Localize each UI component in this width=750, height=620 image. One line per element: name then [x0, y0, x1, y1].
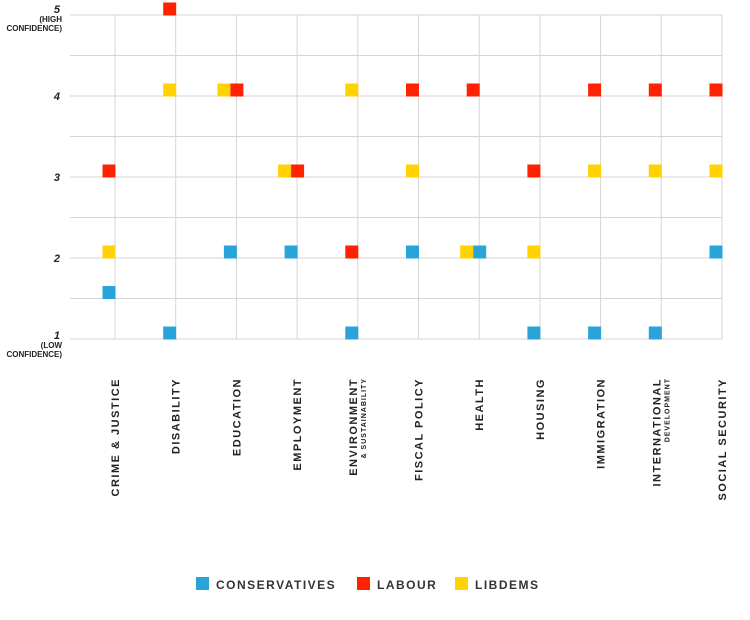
y-tick-label: 3	[54, 172, 60, 184]
category-label-employment: EMPLOYMENT	[292, 378, 304, 471]
point-labour-international	[648, 83, 662, 97]
legend-label-labour: LABOUR	[377, 578, 437, 592]
y-tick-label: 2	[53, 253, 60, 265]
legend-label-libdems: LIBDEMS	[475, 578, 540, 592]
legend-label-conservatives: CONSERVATIVES	[216, 578, 336, 592]
point-labour-crime-and-justice	[102, 164, 116, 178]
point-conservatives-education	[223, 245, 237, 259]
point-conservatives-immigration	[588, 326, 602, 340]
point-conservatives-international	[648, 326, 662, 340]
point-labour-housing	[527, 164, 541, 178]
point-conservatives-housing	[527, 326, 541, 340]
category-sublabel-environment: & SUSTAINABILITY	[361, 378, 368, 458]
y-tick-label: 4	[53, 91, 60, 103]
point-labour-social-security	[709, 83, 723, 97]
point-libdems-education	[217, 83, 231, 97]
y-tick-label: 1	[54, 330, 60, 342]
y-tick-sublabel: (HIGH	[39, 15, 62, 24]
point-conservatives-disability	[163, 326, 177, 340]
point-conservatives-health	[473, 245, 487, 259]
point-libdems-housing	[527, 245, 541, 259]
data-points	[102, 2, 723, 340]
point-libdems-international	[648, 164, 662, 178]
point-conservatives-environment	[345, 326, 359, 340]
point-labour-fiscal-policy	[406, 83, 419, 97]
point-libdems-social-security	[709, 164, 723, 178]
y-tick-sublabel: CONFIDENCE)	[6, 350, 62, 359]
category-label-disability: DISABILITY	[171, 378, 183, 454]
category-label-immigration: IMMIGRATION	[596, 378, 608, 469]
y-tick-sublabel: CONFIDENCE)	[6, 24, 62, 33]
point-libdems-immigration	[588, 164, 602, 178]
x-axis: CRIME & JUSTICE DISABILITY EDUCATION EMPLOY…	[110, 378, 729, 501]
point-conservatives-social-security	[709, 245, 723, 259]
grid	[70, 14, 723, 340]
point-labour-environment	[345, 245, 359, 259]
category-label-crime-and-justice: CRIME & JUSTICE	[110, 378, 122, 496]
point-labour-education	[230, 83, 244, 97]
category-label-social-security: SOCIAL SECURITY	[717, 378, 729, 501]
category-label-housing: HOUSING	[535, 378, 547, 440]
legend-swatch-libdems	[455, 577, 468, 590]
point-libdems-fiscal-policy	[406, 164, 419, 178]
category-label-health: HEALTH	[474, 378, 486, 431]
point-libdems-disability	[163, 83, 177, 97]
point-conservatives-crime-and-justice	[102, 286, 116, 299]
point-labour-health	[466, 83, 480, 97]
category-label-education: EDUCATION	[231, 378, 243, 456]
legend-swatch-conservatives	[196, 577, 209, 590]
point-labour-employment	[291, 164, 305, 178]
category-label-international: INTERNATIONAL	[651, 378, 663, 487]
point-conservatives-employment	[284, 245, 298, 259]
category-label-environment: ENVIRONMENT	[348, 378, 360, 476]
point-libdems-employment	[278, 164, 292, 178]
category-sublabel-international: DEVELOPMENT	[664, 378, 671, 442]
legend-swatch-labour	[357, 577, 370, 590]
y-tick-sublabel: (LOW	[41, 341, 63, 350]
point-conservatives-fiscal-policy	[406, 245, 419, 259]
category-label-fiscal-policy: FISCAL POLICY	[414, 378, 426, 481]
point-labour-immigration	[588, 83, 602, 97]
legend: CONSERVATIVES LABOUR LIBDEMS	[196, 577, 540, 592]
point-libdems-crime-and-justice	[102, 245, 116, 259]
point-libdems-health	[460, 245, 474, 259]
point-labour-disability	[163, 2, 177, 16]
y-tick-label: 5	[54, 4, 61, 16]
point-libdems-environment	[345, 83, 359, 97]
